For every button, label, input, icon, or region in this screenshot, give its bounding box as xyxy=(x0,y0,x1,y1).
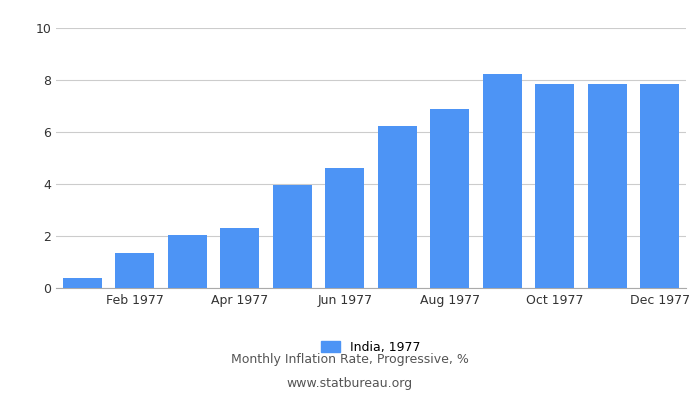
Bar xyxy=(587,84,627,288)
Bar xyxy=(62,278,102,288)
Bar xyxy=(430,108,470,288)
Bar xyxy=(640,84,680,288)
Bar xyxy=(220,228,260,288)
Bar xyxy=(272,185,312,288)
Bar xyxy=(115,253,155,288)
Bar xyxy=(482,74,522,288)
Bar xyxy=(377,126,417,288)
Bar xyxy=(167,235,207,288)
Bar xyxy=(325,168,365,288)
Bar xyxy=(535,84,575,288)
Legend: India, 1977: India, 1977 xyxy=(321,341,421,354)
Text: www.statbureau.org: www.statbureau.org xyxy=(287,378,413,390)
Text: Monthly Inflation Rate, Progressive, %: Monthly Inflation Rate, Progressive, % xyxy=(231,354,469,366)
